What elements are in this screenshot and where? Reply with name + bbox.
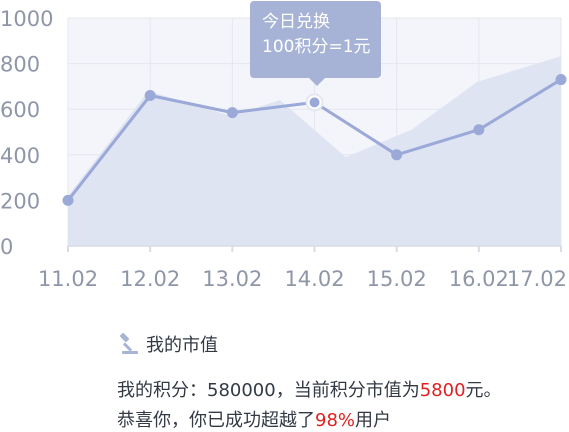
x-tick-label: 15.02 xyxy=(367,267,427,291)
data-point xyxy=(62,194,74,206)
x-tick-label: 13.02 xyxy=(202,267,262,291)
data-point xyxy=(144,90,156,102)
ranking-line: 恭喜你，你已成功超越了98%用户 xyxy=(117,406,391,432)
x-tick-label: 12.02 xyxy=(120,267,180,291)
y-tick-label: 200 xyxy=(0,189,40,213)
x-tick-label: 11.02 xyxy=(38,267,98,291)
market-value-heading: 我的市值 xyxy=(118,331,218,357)
market-value-title: 我的市值 xyxy=(146,335,218,356)
currency-unit: 元。 xyxy=(465,380,502,401)
data-point xyxy=(555,74,567,86)
gavel-icon xyxy=(119,333,138,354)
x-tick-label: 16.02 xyxy=(449,267,509,291)
ranking-suffix: 用户 xyxy=(355,410,392,431)
data-point xyxy=(391,149,403,161)
tooltip-line-1: 今日兑换 xyxy=(262,12,330,32)
data-point xyxy=(473,124,485,136)
y-tick-label: 0 xyxy=(0,235,13,259)
points-text: 我的积分：580000，当前积分市值为 xyxy=(117,380,420,401)
y-tick-label: 800 xyxy=(0,53,40,77)
chart-tooltip: 今日兑换 100积分=1元 xyxy=(250,1,381,86)
market-value-amount: 5800 xyxy=(419,380,466,401)
x-tick-label: 14.02 xyxy=(284,267,344,291)
x-tick-label: 17.02 xyxy=(507,267,567,291)
ranking-percent: 98% xyxy=(315,410,356,431)
points-summary-line: 我的积分：580000，当前积分市值为5800元。 xyxy=(117,376,502,402)
background-area xyxy=(68,54,561,247)
data-point xyxy=(226,107,238,119)
y-tick-label: 1000 xyxy=(0,7,53,31)
highlight-marker xyxy=(309,97,320,108)
tooltip-line-2: 100积分=1元 xyxy=(262,37,371,57)
y-tick-label: 400 xyxy=(0,144,40,168)
y-tick-label: 600 xyxy=(0,98,40,122)
ranking-text: 恭喜你，你已成功超越了 xyxy=(117,410,315,431)
